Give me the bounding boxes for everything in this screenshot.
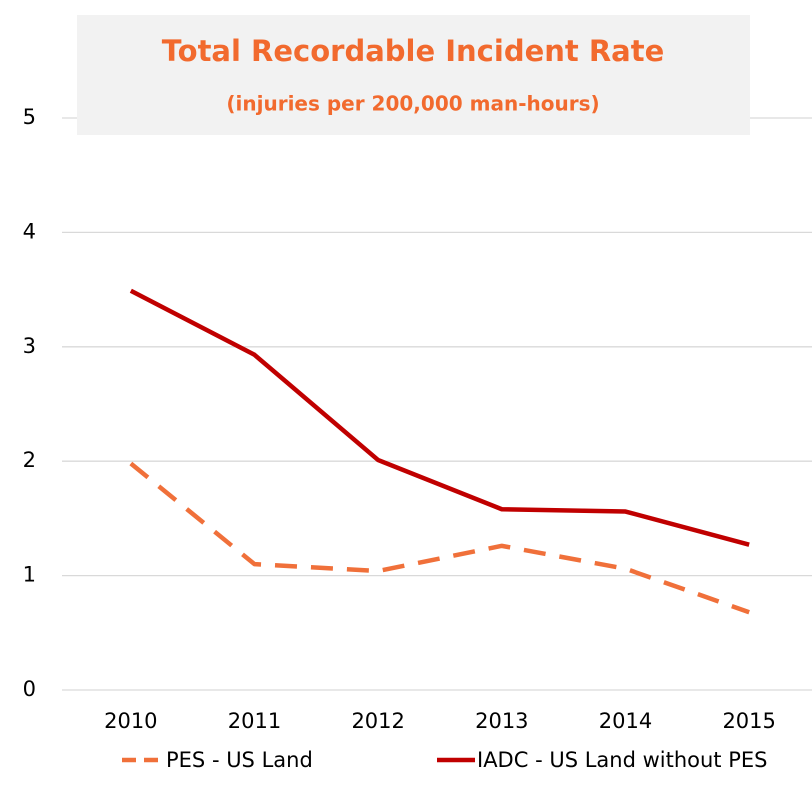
y-tick-label: 1 xyxy=(23,563,36,587)
legend-label: IADC - US Land without PES xyxy=(477,748,767,772)
x-tick-label: 2011 xyxy=(228,709,281,733)
series-line xyxy=(129,288,750,547)
x-tick-label: 2015 xyxy=(722,709,775,733)
y-tick-label: 2 xyxy=(23,448,36,472)
title-box xyxy=(77,15,750,135)
chart-subtitle: (injuries per 200,000 man-hours) xyxy=(226,92,599,116)
grid xyxy=(62,117,812,691)
x-tick-label: 2010 xyxy=(104,709,157,733)
chart-title: Total Recordable Incident Rate xyxy=(162,34,665,68)
y-tick-label: 5 xyxy=(23,105,36,129)
legend-label: PES - US Land xyxy=(166,748,313,772)
x-tick-label: 2012 xyxy=(351,709,404,733)
y-tick-label: 4 xyxy=(23,219,36,243)
y-tick-label: 3 xyxy=(23,334,36,358)
x-tick-label: 2014 xyxy=(599,709,652,733)
x-tick-label: 2013 xyxy=(475,709,528,733)
y-tick-label: 0 xyxy=(23,677,36,701)
plot: 0 1 2 3 4 5 2010 2011 2012 2013 2014 2015 PES - US L… xyxy=(23,105,776,772)
series-line xyxy=(129,461,750,615)
